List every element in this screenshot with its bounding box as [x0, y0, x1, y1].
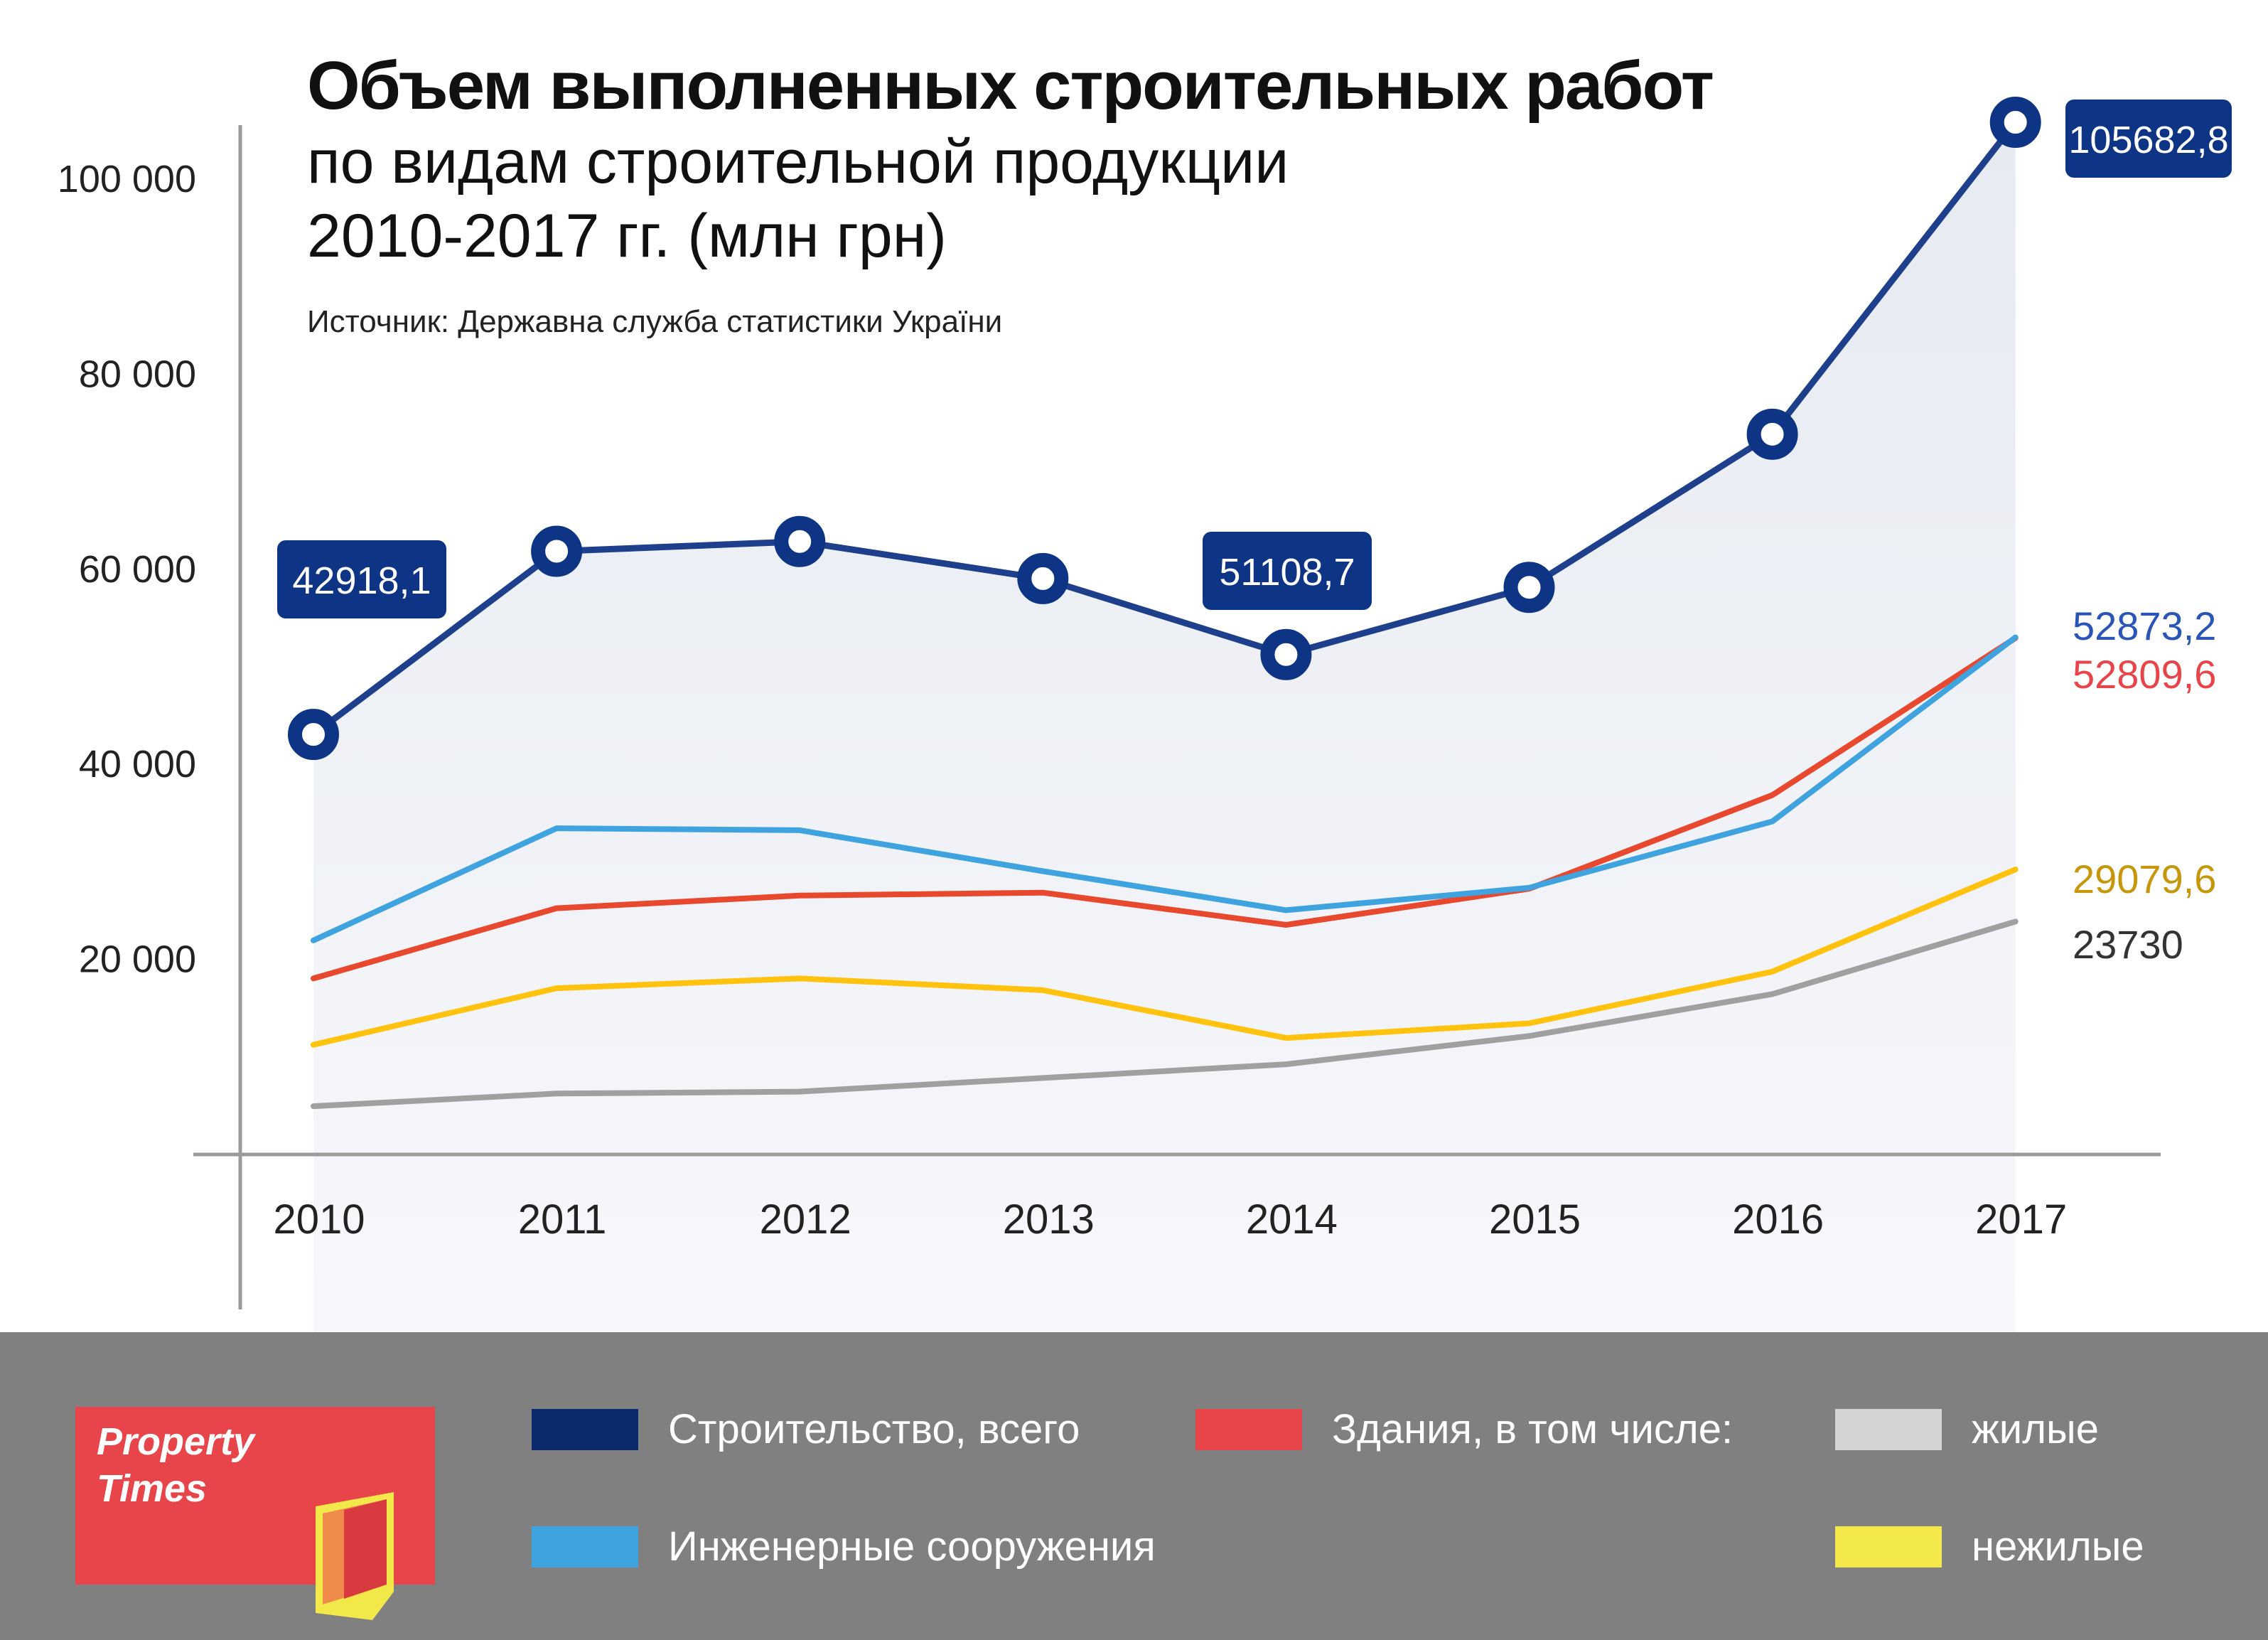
legend-item-total: Строительство, всего: [532, 1405, 1080, 1453]
chart-subtitle: по видам строительной продукции: [307, 128, 1289, 196]
y-tick-label: 80 000: [79, 353, 196, 395]
x-tick-label: 2014: [1246, 1196, 1338, 1243]
legend-label-total: Строительство, всего: [668, 1406, 1080, 1452]
series-line-total: [310, 119, 2019, 738]
y-tick-label: 100 000: [58, 158, 196, 200]
value-callout-box: [277, 540, 446, 618]
legend-label-residential: жилые: [1972, 1406, 2099, 1452]
legend-swatch-buildings: [1195, 1408, 1302, 1450]
total-point-marker: [1260, 628, 1312, 680]
total-point-marker: [774, 515, 826, 567]
series-line-nonresidential: [311, 867, 2019, 1048]
value-callout-box: [2065, 100, 2232, 178]
chart: 20 000 40 000 60 000 80 000 100 000 2010 2011 2…: [58, 97, 2232, 1332]
y-tick-label: 20 000: [79, 938, 196, 981]
footer-legend: Property Times Строительство, всего Инже…: [0, 1332, 2268, 1640]
logo-line-1: Property: [97, 1420, 255, 1463]
value-callout-label: 51108,7: [1219, 551, 1355, 594]
legend-swatch-nonresidential: [1835, 1526, 1942, 1567]
x-tick-label: 2010: [273, 1196, 365, 1243]
total-point-marker: [531, 525, 583, 577]
end-value-label-residential: 23730: [2073, 922, 2183, 967]
source-note: Источник: Державна служба статистики Укр…: [307, 304, 1003, 339]
value-callout-label: 105682,8: [2068, 119, 2228, 161]
legend-swatch-total: [532, 1408, 638, 1450]
value-callout-label: 42918,1: [292, 559, 431, 602]
total-point-marker: [1017, 552, 1069, 604]
total-point-marker: [1746, 408, 1798, 460]
y-tick-label: 60 000: [79, 548, 196, 591]
end-value-label-buildings: 52809,6: [2073, 652, 2216, 697]
legend-label-engineering: Инженерные сооружения: [668, 1523, 1156, 1570]
legend-swatch-residential: [1835, 1408, 1942, 1450]
chart-title: Объем выполненных строительных работ: [307, 48, 1714, 124]
x-tick-label: 2015: [1489, 1196, 1581, 1243]
total-point-marker: [1503, 562, 1555, 613]
x-tick-label: 2011: [518, 1196, 607, 1243]
series-line-engineering: [311, 634, 2019, 943]
logo-line-2: Times: [97, 1467, 208, 1510]
end-value-label-engineering: 52873,2: [2073, 604, 2216, 648]
legend-item-engineering: Инженерные сооружения: [532, 1523, 1156, 1570]
logo-door-icon: [316, 1492, 394, 1620]
total-point-marker: [1989, 97, 2041, 149]
series-line-buildings: [311, 635, 2019, 982]
total-area-fill: [313, 122, 2016, 1332]
legend-label-nonresidential: нежилые: [1972, 1523, 2144, 1570]
x-tick-label: 2013: [1003, 1196, 1095, 1243]
x-tick-label: 2017: [1975, 1196, 2067, 1243]
legend-item-residential: жилые: [1835, 1405, 2099, 1453]
value-callout-box: [1203, 532, 1372, 610]
title-block: Объем выполненных строительных работ по …: [307, 47, 1714, 273]
legend-item-nonresidential: нежилые: [1835, 1523, 2144, 1570]
series-line-residential: [311, 918, 2019, 1110]
chart-period: 2010-2017 гг. (млн грн): [307, 202, 947, 270]
property-times-logo: Property Times: [75, 1407, 435, 1620]
legend-label-buildings: Здания, в том числе:: [1332, 1406, 1734, 1452]
legend-swatch-engineering: [532, 1526, 638, 1567]
end-value-label-nonresidential: 29079,6: [2073, 857, 2216, 901]
x-tick-label: 2016: [1732, 1196, 1824, 1243]
legend-item-buildings: Здания, в том числе:: [1195, 1405, 1733, 1453]
total-point-marker: [288, 709, 339, 761]
x-tick-label: 2012: [760, 1196, 851, 1243]
y-tick-label: 40 000: [79, 743, 196, 786]
